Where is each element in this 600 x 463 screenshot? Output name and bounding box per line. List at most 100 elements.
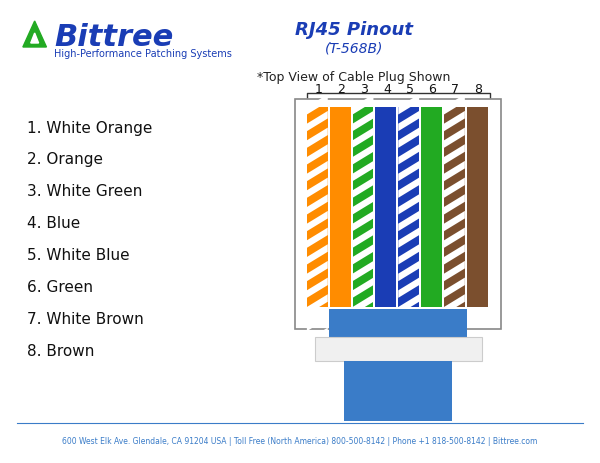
Polygon shape <box>444 62 465 82</box>
Text: 8. Brown: 8. Brown <box>27 344 94 359</box>
Text: RJ45 Pinout: RJ45 Pinout <box>295 21 413 39</box>
Polygon shape <box>307 344 328 365</box>
Polygon shape <box>444 294 465 315</box>
Polygon shape <box>398 261 419 282</box>
Polygon shape <box>444 162 465 182</box>
Text: 5. White Blue: 5. White Blue <box>27 248 130 263</box>
Polygon shape <box>444 228 465 248</box>
Text: 4: 4 <box>383 83 391 96</box>
Polygon shape <box>398 145 419 165</box>
Bar <box>444 108 465 307</box>
Polygon shape <box>398 112 419 132</box>
Bar <box>330 108 350 307</box>
Polygon shape <box>353 228 373 248</box>
Bar <box>307 108 328 307</box>
Polygon shape <box>398 328 419 348</box>
Bar <box>329 309 467 337</box>
Polygon shape <box>307 128 328 149</box>
Text: Bittree: Bittree <box>55 24 173 52</box>
Text: 4. Blue: 4. Blue <box>27 216 80 231</box>
Polygon shape <box>444 128 465 149</box>
Polygon shape <box>353 145 373 165</box>
Text: 600 West Elk Ave. Glendale, CA 91204 USA | Toll Free (North America) 800-500-814: 600 West Elk Ave. Glendale, CA 91204 USA… <box>62 437 538 445</box>
Polygon shape <box>307 145 328 165</box>
Bar <box>421 108 442 307</box>
Polygon shape <box>307 278 328 298</box>
Polygon shape <box>398 128 419 149</box>
Polygon shape <box>444 212 465 232</box>
Text: (T-568B): (T-568B) <box>325 41 383 55</box>
Polygon shape <box>353 261 373 282</box>
Polygon shape <box>307 228 328 248</box>
Text: *Top View of Cable Plug Shown: *Top View of Cable Plug Shown <box>257 71 451 84</box>
Text: 3: 3 <box>360 83 368 96</box>
Polygon shape <box>444 311 465 332</box>
Polygon shape <box>307 294 328 315</box>
Polygon shape <box>307 311 328 332</box>
Text: 2. Orange: 2. Orange <box>27 152 103 167</box>
Polygon shape <box>398 344 419 365</box>
Polygon shape <box>353 278 373 298</box>
Polygon shape <box>398 62 419 82</box>
Polygon shape <box>444 195 465 215</box>
Polygon shape <box>398 278 419 298</box>
Polygon shape <box>353 78 373 99</box>
Polygon shape <box>307 328 328 348</box>
Polygon shape <box>307 195 328 215</box>
Polygon shape <box>444 178 465 199</box>
Text: High-Performance Patching Systems: High-Performance Patching Systems <box>55 49 232 59</box>
Text: 8: 8 <box>474 83 482 96</box>
Polygon shape <box>307 212 328 232</box>
Polygon shape <box>444 112 465 132</box>
Bar <box>344 361 452 421</box>
Polygon shape <box>444 78 465 99</box>
Polygon shape <box>398 311 419 332</box>
Bar <box>467 108 488 307</box>
Polygon shape <box>444 344 465 365</box>
Polygon shape <box>307 162 328 182</box>
Bar <box>353 108 373 307</box>
Polygon shape <box>307 245 328 265</box>
Polygon shape <box>31 34 38 44</box>
Polygon shape <box>398 178 419 199</box>
Polygon shape <box>398 228 419 248</box>
Polygon shape <box>353 212 373 232</box>
Polygon shape <box>353 245 373 265</box>
Bar <box>315 337 482 361</box>
FancyBboxPatch shape <box>295 100 502 329</box>
Polygon shape <box>444 328 465 348</box>
Text: 1: 1 <box>314 83 322 96</box>
Text: 7: 7 <box>451 83 460 96</box>
Polygon shape <box>444 261 465 282</box>
Polygon shape <box>23 22 46 48</box>
Polygon shape <box>398 294 419 315</box>
Polygon shape <box>353 128 373 149</box>
Polygon shape <box>353 195 373 215</box>
Text: 6. Green: 6. Green <box>27 280 93 295</box>
Polygon shape <box>353 62 373 82</box>
Text: 5: 5 <box>406 83 413 96</box>
Polygon shape <box>398 78 419 99</box>
Text: 7. White Brown: 7. White Brown <box>27 312 143 327</box>
Polygon shape <box>307 95 328 115</box>
Bar <box>398 108 419 307</box>
Polygon shape <box>398 95 419 115</box>
Bar <box>376 108 397 307</box>
Polygon shape <box>307 178 328 199</box>
Text: 3. White Green: 3. White Green <box>27 184 142 199</box>
Polygon shape <box>307 261 328 282</box>
Polygon shape <box>353 344 373 365</box>
Polygon shape <box>353 294 373 315</box>
Polygon shape <box>398 162 419 182</box>
Text: 6: 6 <box>428 83 436 96</box>
Polygon shape <box>398 245 419 265</box>
Polygon shape <box>353 328 373 348</box>
Text: 1. White Orange: 1. White Orange <box>27 120 152 135</box>
Polygon shape <box>353 95 373 115</box>
Polygon shape <box>353 112 373 132</box>
Polygon shape <box>444 278 465 298</box>
Polygon shape <box>353 162 373 182</box>
Text: 2: 2 <box>337 83 345 96</box>
Polygon shape <box>353 178 373 199</box>
Polygon shape <box>444 95 465 115</box>
